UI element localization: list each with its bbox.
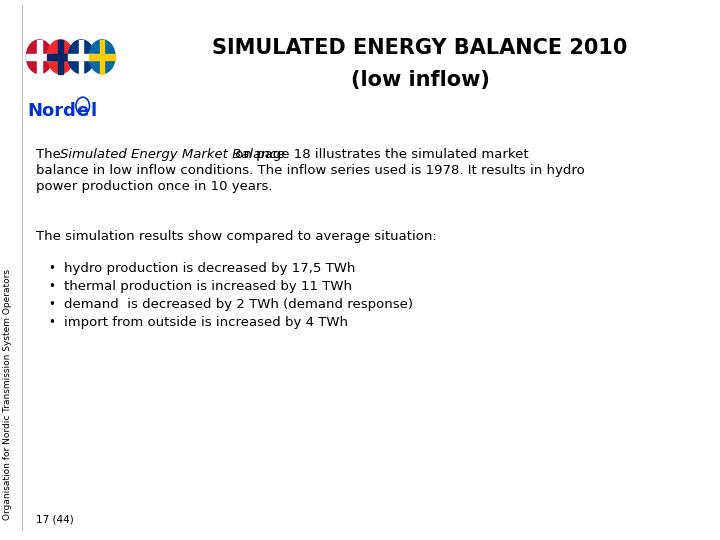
Bar: [37, 40, 42, 73]
Text: thermal production is increased by 11 TWh: thermal production is increased by 11 TW…: [64, 280, 352, 293]
Text: on page 18 illustrates the simulated market: on page 18 illustrates the simulated mar…: [231, 148, 528, 161]
Circle shape: [89, 40, 115, 73]
Text: Organisation for Nordic Transmission System Operators: Organisation for Nordic Transmission Sys…: [4, 269, 12, 520]
Text: demand  is decreased by 2 TWh (demand response): demand is decreased by 2 TWh (demand res…: [64, 298, 413, 311]
Text: l: l: [91, 102, 96, 120]
Text: balance in low inflow conditions. The inflow series used is 1978. It results in : balance in low inflow conditions. The in…: [36, 164, 585, 177]
Bar: [27, 54, 53, 60]
Bar: [89, 54, 115, 60]
Text: 17 (44): 17 (44): [36, 515, 73, 525]
Bar: [58, 40, 63, 73]
Text: •: •: [48, 298, 55, 311]
Bar: [48, 54, 73, 60]
Bar: [79, 40, 84, 73]
Circle shape: [48, 40, 73, 73]
Text: •: •: [48, 262, 55, 275]
Text: Nord: Nord: [27, 102, 76, 120]
Text: hydro production is decreased by 17,5 TWh: hydro production is decreased by 17,5 TW…: [64, 262, 356, 275]
Text: Simulated Energy Market Balance: Simulated Energy Market Balance: [60, 148, 285, 161]
Text: The: The: [36, 148, 65, 161]
Circle shape: [68, 40, 94, 73]
Text: power production once in 10 years.: power production once in 10 years.: [36, 180, 272, 193]
Text: The simulation results show compared to average situation:: The simulation results show compared to …: [36, 230, 437, 243]
Text: •: •: [48, 316, 55, 329]
Bar: [68, 54, 94, 60]
Text: e: e: [76, 102, 89, 120]
Circle shape: [27, 40, 53, 73]
Text: •: •: [48, 280, 55, 293]
Text: SIMULATED ENERGY BALANCE 2010: SIMULATED ENERGY BALANCE 2010: [212, 38, 628, 58]
Text: import from outside is increased by 4 TWh: import from outside is increased by 4 TW…: [64, 316, 348, 329]
Text: (low inflow): (low inflow): [351, 70, 490, 90]
Bar: [100, 40, 104, 73]
